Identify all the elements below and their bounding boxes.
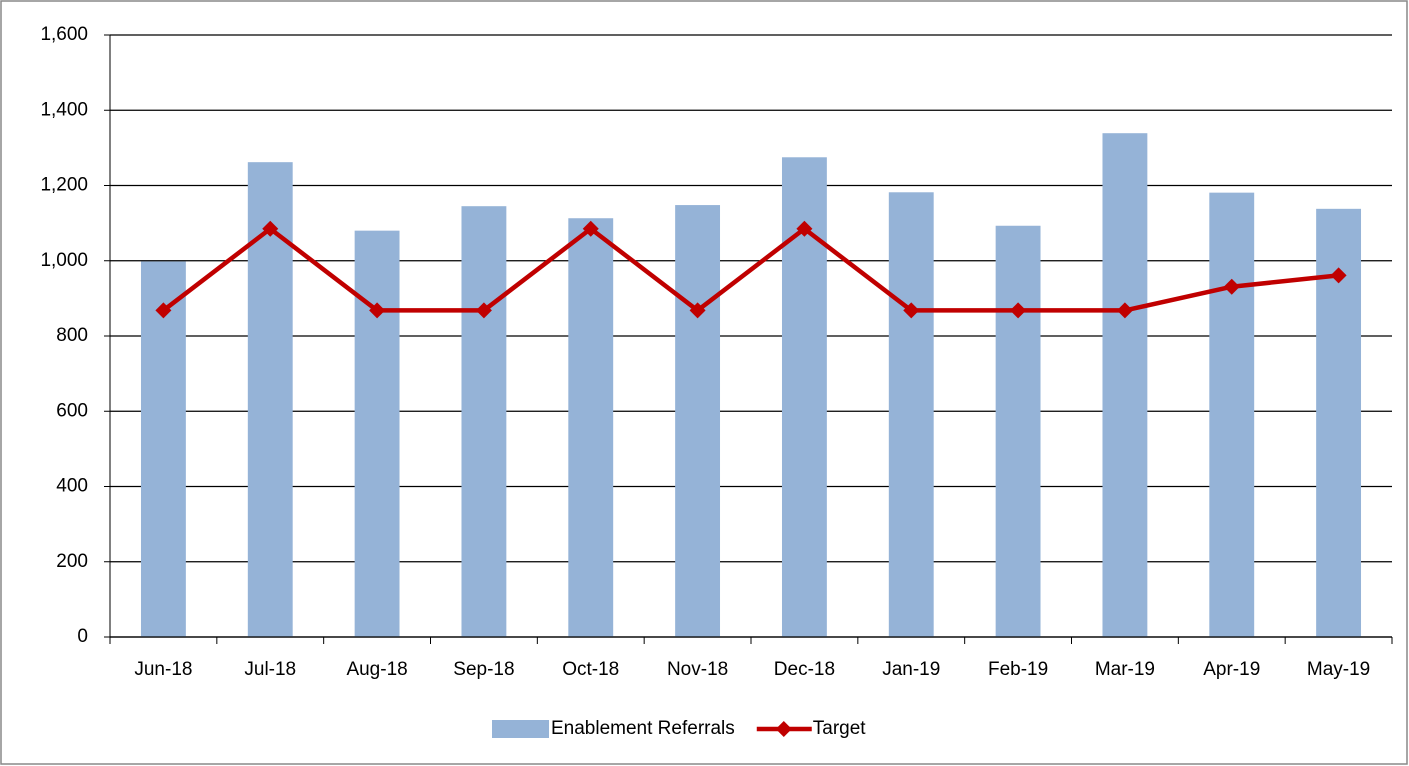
y-tick-label: 400 (56, 476, 88, 497)
bar (568, 218, 614, 637)
x-tick-label: Feb-19 (988, 659, 1048, 680)
x-tick-label: Aug-18 (346, 659, 407, 680)
line-marker (903, 302, 920, 319)
bar (888, 192, 934, 637)
y-tick-label: 1,200 (40, 175, 88, 196)
bar (781, 157, 827, 637)
line (162, 226, 1339, 313)
bar (995, 225, 1041, 638)
y-tick-label: 600 (56, 400, 88, 421)
line-marker (369, 302, 386, 319)
line-marker (1223, 278, 1240, 295)
x-tick-label: Dec-18 (774, 659, 835, 680)
y-tick-label: 1,400 (40, 99, 88, 120)
line-marker (689, 302, 706, 319)
bar (1209, 192, 1255, 637)
line-marker (1330, 267, 1347, 284)
bar (675, 205, 721, 637)
line-marker (582, 220, 599, 237)
line-marker (262, 220, 279, 237)
y-tick-label: 0 (77, 626, 88, 647)
y-tick-label: 1,000 (40, 250, 88, 271)
bar (1102, 133, 1148, 638)
legend-label: Enablement Referrals (551, 718, 735, 739)
bar (140, 261, 186, 637)
x-tick-label: Apr-19 (1203, 659, 1260, 680)
line-marker (1116, 302, 1133, 319)
x-tick-label: Jun-18 (134, 659, 192, 680)
legend-marker (775, 721, 792, 737)
x-tick-label: Oct-18 (562, 659, 619, 680)
line-marker (1010, 302, 1027, 319)
legend-label: Target (813, 718, 867, 739)
x-tick-label: Nov-18 (667, 659, 728, 680)
bar (354, 230, 400, 637)
y-tick-label: 200 (56, 551, 88, 572)
line-marker (155, 302, 172, 319)
x-tick-label: Mar-19 (1095, 659, 1155, 680)
line-marker (796, 220, 813, 237)
legend-swatch (492, 720, 549, 738)
line-marker (475, 302, 492, 319)
x-tick-label: Sep-18 (453, 659, 514, 680)
bar (461, 206, 507, 637)
x-tick-label: May-19 (1307, 659, 1370, 680)
y-tick-label: 800 (56, 325, 88, 346)
x-tick-label: Jul-18 (244, 659, 296, 680)
x-tick-label: Jan-19 (882, 659, 940, 680)
y-tick-label: 1,600 (40, 24, 88, 45)
